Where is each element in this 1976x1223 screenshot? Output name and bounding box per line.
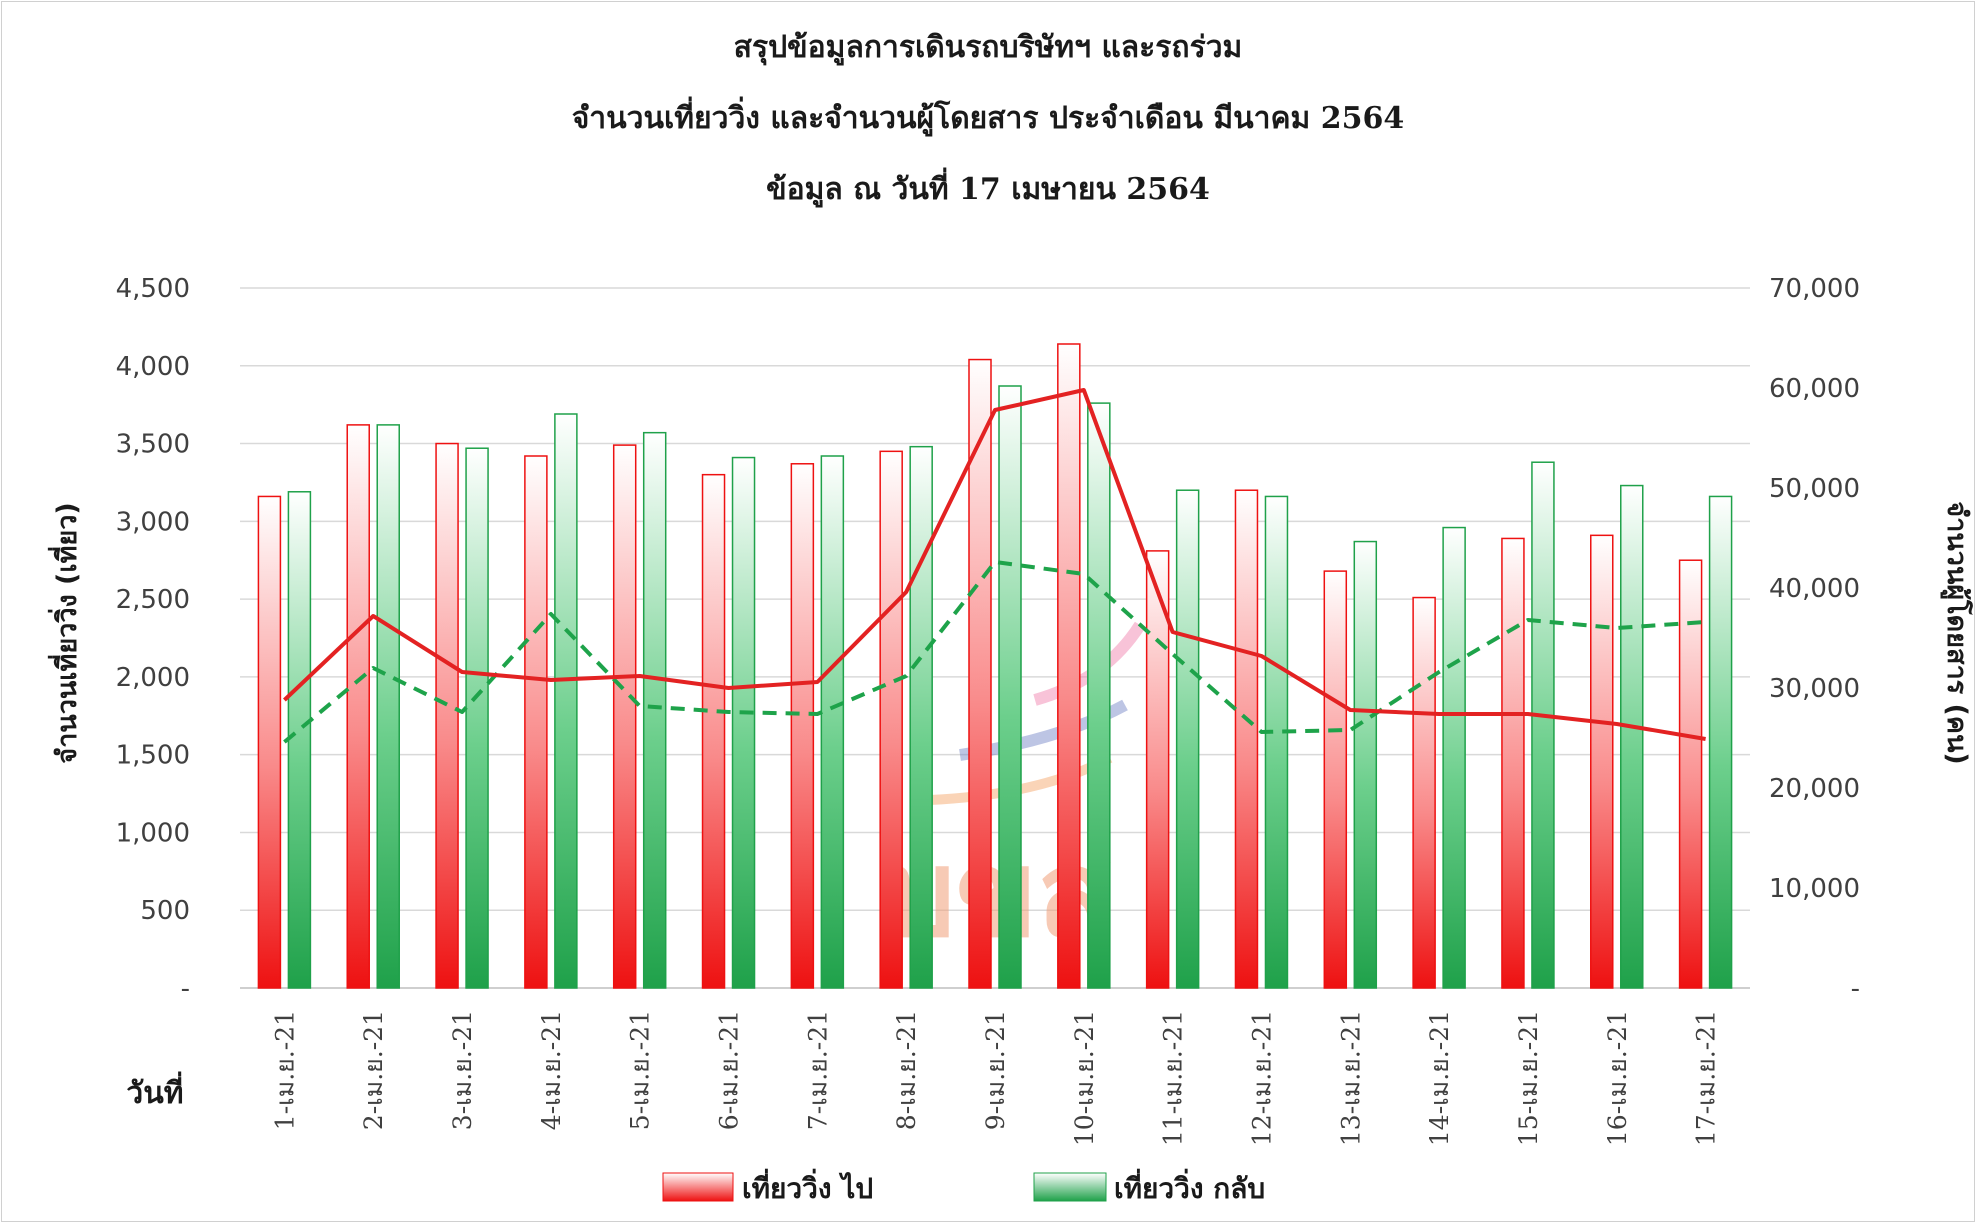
- x-axis-tick-label: 8-เม.ย.-21: [892, 1010, 921, 1130]
- left-axis-tick-label: 2,500: [116, 585, 190, 615]
- left-axis-ticks: - 500 1,000 1,500 2,000 2,500 3,000 3,500 4,000 4…: [116, 274, 190, 1004]
- x-axis-tick-label: 6-เม.ย.-21: [715, 1010, 744, 1130]
- chart-title-line-3: ข้อมูล ณ วันที่ 17 เมษายน 2564: [766, 172, 1210, 207]
- x-axis-tick-label: 15-เม.ย.-21: [1514, 1010, 1543, 1146]
- left-axis-tick-label: 1,500: [116, 741, 190, 771]
- bar-outbound: [346, 424, 370, 989]
- bar-return: [642, 431, 667, 989]
- x-axis-tick-label: 7-เม.ย.-21: [803, 1010, 832, 1130]
- left-axis-tick-label: 500: [140, 896, 190, 926]
- x-axis-tick-label: 3-เม.ย.-21: [448, 1010, 477, 1130]
- bar-return: [1708, 495, 1733, 989]
- right-axis-title: จำนวนผู้โดยสาร (คน): [1940, 501, 1974, 764]
- x-axis-tick-label: 17-เม.ย.-21: [1692, 1010, 1721, 1146]
- chart-title-line-2: จำนวนเที่ยววิ่ง และจำนวนผู้โดยสาร ประจำเ…: [571, 101, 1405, 136]
- bar-return: [1353, 540, 1378, 989]
- x-axis-tick-label: 16-เม.ย.-21: [1603, 1010, 1632, 1146]
- series-lines: [283, 388, 1706, 744]
- bar-return: [376, 424, 400, 989]
- left-axis-tick-label: 3,500: [116, 430, 190, 460]
- right-axis-ticks: - 10,000 20,000 30,000 40,000 50,000 60,000 70,…: [1769, 274, 1860, 1004]
- left-axis-tick-label: 4,500: [116, 274, 190, 304]
- legend-label-return: เที่ยววิ่ง กลับ: [1114, 1168, 1265, 1205]
- legend-swatch-outbound: [662, 1172, 734, 1202]
- bar-outbound: [1678, 559, 1703, 989]
- bar-outbound: [1590, 534, 1614, 989]
- bar-outbound: [612, 444, 637, 989]
- legend-swatch-return: [1033, 1172, 1107, 1202]
- bar-outbound: [1412, 596, 1436, 989]
- x-axis-title: วันที่: [126, 1071, 183, 1111]
- line-series-dashed: [283, 560, 1706, 744]
- bar-outbound: [1057, 343, 1081, 989]
- bar-return: [1264, 495, 1289, 989]
- bar-return: [1620, 484, 1644, 989]
- x-axis-tick-label: 13-เม.ย.-21: [1336, 1010, 1365, 1146]
- bar-outbound: [435, 442, 459, 989]
- left-axis-tick-label: -: [181, 974, 190, 1004]
- line-series-solid: [283, 388, 1706, 741]
- bar-return: [1175, 489, 1200, 989]
- bar-outbound: [257, 495, 282, 989]
- left-axis-title: จำนวนเที่ยววิ่ง (เที่ยว): [47, 502, 83, 764]
- bar-outbound: [524, 455, 548, 989]
- right-axis-tick-label: 30,000: [1769, 674, 1860, 704]
- x-axis-tick-label: 11-เม.ย.-21: [1159, 1010, 1188, 1146]
- x-axis-tick-label: 2-เม.ย.-21: [359, 1010, 388, 1130]
- chart-title-line-1: สรุปข้อมูลการเดินรถบริษัทฯ และรถร่วม: [733, 30, 1243, 65]
- bar-outbound: [968, 358, 992, 989]
- right-axis-tick-label: -: [1851, 974, 1860, 1004]
- right-axis-tick-label: 20,000: [1769, 774, 1860, 804]
- bar-return: [1442, 526, 1466, 989]
- bars: [257, 343, 1733, 989]
- bar-outbound: [1234, 489, 1259, 989]
- x-axis-tick-label: 1-เม.ย.-21: [270, 1010, 299, 1130]
- bar-return: [820, 455, 845, 989]
- left-axis-tick-label: 2,000: [116, 663, 190, 693]
- bar-outbound: [879, 450, 903, 989]
- left-axis-tick-label: 1,000: [116, 818, 190, 848]
- bar-outbound: [790, 463, 815, 989]
- left-axis-tick-label: 3,000: [116, 507, 190, 537]
- left-axis-tick-label: 4,000: [116, 352, 190, 382]
- right-axis-tick-label: 70,000: [1769, 274, 1860, 304]
- x-axis-tick-label: 5-เม.ย.-21: [626, 1010, 655, 1130]
- bar-return: [731, 456, 756, 989]
- bar-return: [465, 447, 489, 989]
- bar-outbound: [1501, 537, 1525, 989]
- right-axis-tick-label: 60,000: [1769, 374, 1860, 404]
- x-axis-tick-label: 9-เม.ย.-21: [981, 1010, 1010, 1130]
- bar-return: [998, 385, 1022, 989]
- legend: เที่ยววิ่ง ไป เที่ยววิ่ง กลับ: [662, 1168, 1265, 1205]
- x-axis-tick-label: 14-เม.ย.-21: [1425, 1010, 1454, 1146]
- bar-return: [1531, 461, 1555, 989]
- x-axis-tick-label: 4-เม.ย.-21: [537, 1010, 566, 1130]
- legend-label-outbound: เที่ยววิ่ง ไป: [742, 1168, 873, 1205]
- right-axis-tick-label: 40,000: [1769, 574, 1860, 604]
- bar-outbound: [1145, 550, 1170, 989]
- x-axis-ticks: 1-เม.ย.-21 2-เม.ย.-21 3-เม.ย.-21 4-เม.ย.-21…: [270, 1010, 1720, 1146]
- bar-outbound: [1323, 570, 1348, 989]
- bar-return: [909, 445, 933, 989]
- bar-return: [554, 413, 578, 989]
- x-axis-tick-label: 10-เม.ย.-21: [1070, 1010, 1099, 1146]
- right-axis-tick-label: 50,000: [1769, 474, 1860, 504]
- x-axis-tick-label: 12-เม.ย.-21: [1248, 1010, 1277, 1146]
- bar-return: [1087, 402, 1111, 989]
- bar-return: [287, 491, 312, 989]
- bar-outbound: [701, 473, 726, 989]
- right-axis-tick-label: 10,000: [1769, 874, 1860, 904]
